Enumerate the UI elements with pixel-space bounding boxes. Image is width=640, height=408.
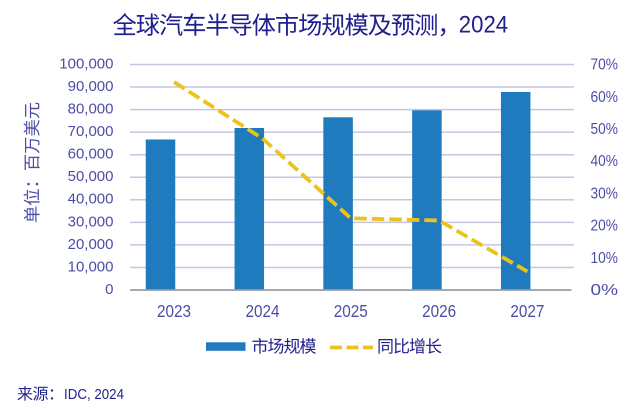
svg-text:50,000: 50,000: [68, 168, 114, 185]
svg-text:70,000: 70,000: [68, 123, 114, 140]
svg-text:30%: 30%: [591, 185, 619, 202]
svg-text:IDC, 2024: IDC, 2024: [64, 386, 124, 403]
svg-text:60%: 60%: [591, 89, 619, 106]
svg-text:0%: 0%: [591, 282, 619, 299]
svg-text:2025: 2025: [334, 301, 368, 321]
svg-text:90,000: 90,000: [68, 78, 114, 95]
svg-text:2024: 2024: [459, 11, 508, 38]
svg-text:20,000: 20,000: [68, 236, 114, 253]
svg-text:10%: 10%: [591, 250, 619, 267]
svg-text:2026: 2026: [422, 301, 456, 321]
svg-text:70%: 70%: [591, 57, 619, 74]
svg-text:80,000: 80,000: [68, 101, 114, 118]
svg-text:100,000: 100,000: [59, 55, 113, 72]
svg-text:50%: 50%: [591, 121, 619, 138]
svg-text:60,000: 60,000: [68, 146, 114, 163]
svg-text:2027: 2027: [510, 301, 544, 321]
svg-text:2024: 2024: [246, 301, 280, 321]
svg-text:30,000: 30,000: [68, 213, 114, 230]
svg-text:40,000: 40,000: [68, 191, 114, 208]
svg-text:2023: 2023: [157, 301, 191, 321]
svg-text:10,000: 10,000: [68, 258, 114, 275]
svg-text:20%: 20%: [591, 218, 619, 235]
svg-text:40%: 40%: [591, 153, 619, 170]
svg-text:0: 0: [105, 281, 113, 298]
